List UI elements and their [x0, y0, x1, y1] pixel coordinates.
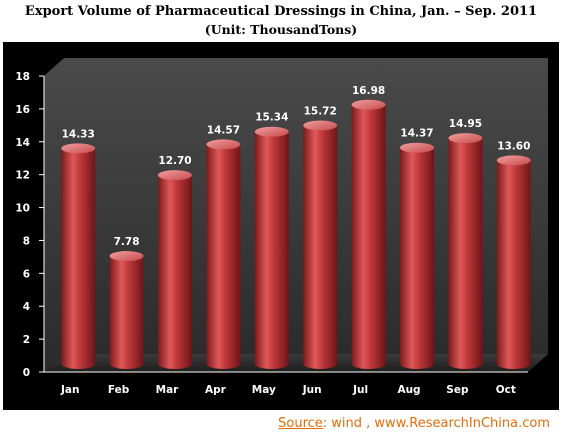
data-label: 15.34: [255, 112, 288, 124]
x-tick-label: Apr: [205, 384, 227, 396]
bar: [158, 175, 192, 369]
y-tick-label: 14: [15, 137, 30, 149]
x-tick-label: Mar: [156, 384, 180, 396]
bar-top: [303, 120, 338, 131]
bar-top: [61, 143, 96, 154]
bar: [254, 131, 289, 369]
y-axis-ticks: 0 2 4 6 8 10 12 14 16 18: [15, 71, 44, 379]
bar: [351, 104, 386, 370]
y-tick-label: 2: [23, 334, 30, 346]
x-tick-label: Jul: [352, 384, 368, 396]
bar-top: [400, 142, 434, 153]
x-tick-label: Jun: [302, 384, 322, 396]
bar-top: [158, 170, 192, 181]
y-tick-label: 4: [23, 301, 30, 313]
bar-top: [254, 126, 289, 137]
bars-group: 14.33 7.78 12.70 14.57 15.34 15.72 16.98 14.37 1…: [61, 85, 531, 370]
data-label: 14.37: [400, 128, 433, 140]
data-label: 14.33: [62, 128, 95, 140]
bar: [400, 147, 434, 369]
y-tick-label: 16: [15, 104, 30, 116]
source-label: Source: [278, 416, 323, 431]
data-label: 14.95: [449, 118, 482, 130]
y-tick-label: 0: [23, 367, 30, 379]
x-axis-ticks: Jan Feb Mar Apr May Jun Jul Aug Sep Oct: [60, 384, 516, 396]
data-label: 13.60: [497, 140, 530, 152]
x-tick-label: Oct: [496, 384, 516, 396]
x-tick-label: Aug: [397, 384, 420, 396]
bar-top: [109, 251, 144, 262]
data-label: 12.70: [158, 155, 191, 167]
bar-top: [448, 133, 483, 144]
bar: [109, 256, 144, 369]
source-text: : wind , www.ResearchInChina.com: [322, 416, 550, 431]
source-note: Source: wind , www.ResearchInChina.com: [278, 416, 550, 431]
bar: [303, 125, 338, 369]
bar: [496, 160, 531, 369]
x-tick-label: Jan: [60, 384, 79, 396]
bar: [206, 144, 241, 369]
x-tick-label: Feb: [108, 384, 130, 396]
bar-top: [206, 139, 241, 150]
x-tick-label: May: [252, 384, 276, 396]
data-label: 15.72: [304, 105, 337, 117]
data-label: 16.98: [352, 85, 385, 97]
data-label: 14.57: [207, 124, 240, 136]
data-label: 7.78: [114, 236, 140, 248]
y-tick-label: 12: [15, 170, 30, 182]
bar: [448, 138, 483, 369]
y-tick-label: 18: [15, 71, 30, 83]
y-tick-label: 8: [23, 235, 30, 247]
bar: [61, 148, 96, 369]
chart-title: Export Volume of Pharmaceutical Dressing…: [24, 4, 538, 19]
chart-subtitle: (Unit: ThousandTons): [204, 22, 358, 37]
bar-top: [496, 155, 531, 166]
y-tick-label: 10: [15, 203, 30, 215]
x-tick-label: Sep: [446, 384, 469, 396]
y-tick-label: 6: [23, 268, 30, 280]
bar-top: [351, 99, 386, 110]
